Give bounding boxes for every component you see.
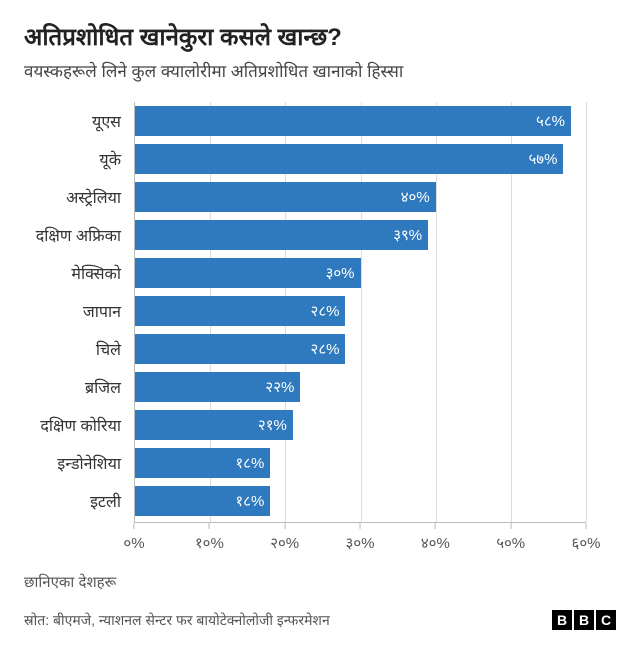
bar: ५७% — [135, 144, 563, 174]
category-label: इटली — [90, 490, 121, 512]
category-label: इन्डोनेशिया — [57, 452, 121, 474]
bar-value-label: ४०% — [401, 187, 430, 207]
x-tick-label: ३०% — [346, 533, 375, 553]
category-label: अस्ट्रेलिया — [66, 186, 121, 208]
bar-row: जापान२८% — [135, 296, 586, 326]
chart-title: अतिप्रशोधित खानेकुरा कसले खान्छ? — [24, 20, 616, 53]
bar: १८% — [135, 486, 270, 516]
category-label: दक्षिण अफ्रिका — [36, 224, 121, 246]
category-label: चिले — [96, 338, 121, 360]
x-tick: ०% — [123, 523, 144, 553]
category-label: ब्रजिल — [85, 376, 121, 398]
chart-area: यूएस५८% यूके५७% अस्ट्रेलिया४०% दक्षिण अफ्रि… — [134, 102, 586, 562]
category-label: दक्षिण कोरिया — [40, 414, 121, 436]
bar-row: दक्षिण अफ्रिका३९% — [135, 220, 586, 250]
bar-row: चिले२८% — [135, 334, 586, 364]
bar: ३९% — [135, 220, 428, 250]
bar-value-label: २२% — [265, 377, 294, 397]
bar-row: इन्डोनेशिया१८% — [135, 448, 586, 478]
bar-value-label: २१% — [258, 415, 287, 435]
bar-value-label: २८% — [311, 339, 340, 359]
bar-row: मेक्सिको३०% — [135, 258, 586, 288]
bar: ३०% — [135, 258, 361, 288]
bar-value-label: ५७% — [529, 149, 558, 169]
x-tick: ५०% — [496, 523, 525, 553]
bbc-logo-box: B — [574, 610, 594, 630]
x-tick-label: २०% — [270, 533, 299, 553]
category-label: यूएस — [92, 110, 121, 132]
bar-row: यूके५७% — [135, 144, 586, 174]
bar: ४०% — [135, 182, 436, 212]
bar-value-label: ३९% — [393, 225, 422, 245]
bar-value-label: २८% — [311, 301, 340, 321]
chart-footnote: छानिएका देशहरू — [24, 572, 616, 592]
x-tick: ३०% — [346, 523, 375, 553]
bar: २८% — [135, 334, 345, 364]
bbc-logo: BBC — [552, 610, 616, 630]
x-axis: ०%१०%२०%३०%४०%५०%६०% — [134, 522, 586, 562]
category-label: जापान — [83, 300, 121, 322]
x-tick: ६०% — [572, 523, 601, 553]
bar-row: इटली१८% — [135, 486, 586, 516]
bar: १८% — [135, 448, 270, 478]
gridline — [586, 102, 587, 522]
x-tick-label: ५०% — [496, 533, 525, 553]
x-tick: १०% — [195, 523, 224, 553]
bbc-logo-box: B — [552, 610, 572, 630]
bar-row: अस्ट्रेलिया४०% — [135, 182, 586, 212]
source-text: स्रोत: बीएमजे, न्याशनल सेन्टर फर बायोटेक… — [24, 611, 330, 630]
x-tick-label: १०% — [195, 533, 224, 553]
x-tick-label: ०% — [123, 533, 144, 553]
bar-value-label: १८% — [235, 491, 264, 511]
footer-row: स्रोत: बीएमजे, न्याशनल सेन्टर फर बायोटेक… — [24, 610, 616, 630]
bar: २२% — [135, 372, 300, 402]
x-tick-label: ६०% — [572, 533, 601, 553]
x-tick: २०% — [270, 523, 299, 553]
plot-region: यूएस५८% यूके५७% अस्ट्रेलिया४०% दक्षिण अफ्रि… — [134, 102, 586, 522]
chart-subtitle: वयस्कहरूले लिने कुल क्यालोरीमा अतिप्रशोध… — [24, 59, 616, 82]
bar-value-label: ३०% — [326, 263, 355, 283]
bar: २८% — [135, 296, 345, 326]
category-label: मेक्सिको — [71, 262, 121, 284]
bar-row: ब्रजिल२२% — [135, 372, 586, 402]
bar: ५८% — [135, 106, 571, 136]
bar-value-label: ५८% — [536, 111, 565, 131]
bar-row: दक्षिण कोरिया२१% — [135, 410, 586, 440]
category-label: यूके — [99, 148, 121, 170]
bar-row: यूएस५८% — [135, 106, 586, 136]
bar-value-label: १८% — [235, 453, 264, 473]
bar: २१% — [135, 410, 293, 440]
x-tick-label: ४०% — [421, 533, 450, 553]
x-tick: ४०% — [421, 523, 450, 553]
bbc-logo-box: C — [596, 610, 616, 630]
